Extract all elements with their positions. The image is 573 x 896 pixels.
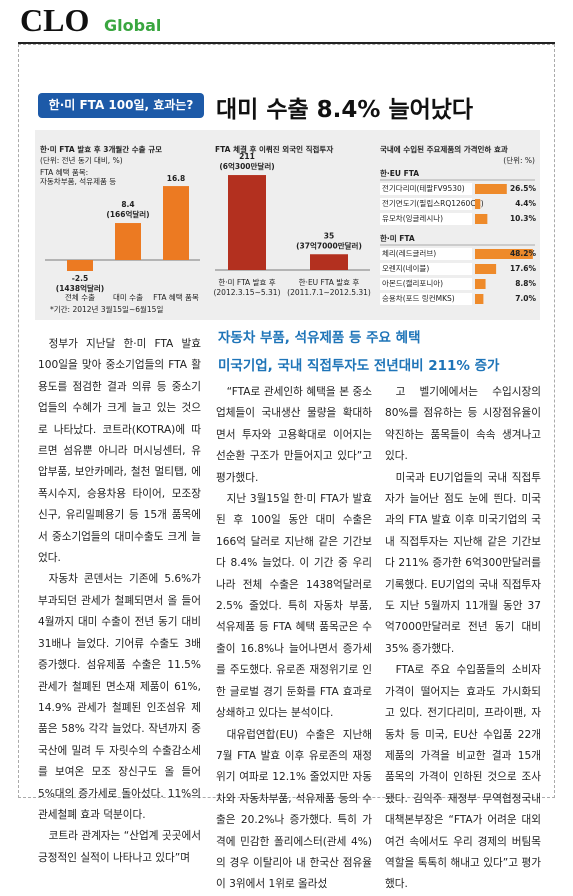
bar — [475, 249, 533, 259]
item-label: 유모차(잉글레시나) — [382, 213, 443, 223]
row-bg — [380, 198, 472, 210]
bar — [475, 294, 484, 304]
value-label: 26.5% — [510, 184, 537, 193]
bar — [228, 175, 266, 270]
item-label: 아몬드(캘리포니아) — [382, 278, 443, 288]
bar — [475, 214, 488, 224]
column: 고 벨기에에서는 수입시장의 80%를 점유하는 등 시장점유율이 약진하는 품… — [385, 382, 541, 896]
period-label: (2011.7.1~2012.5.31) — [287, 288, 371, 297]
chart-title: FTA 체결 후 이뤄진 외국인 직접투자 — [215, 144, 333, 154]
value-label: 16.8 — [167, 174, 186, 183]
group-label: 한·미 FTA — [380, 233, 415, 243]
bar — [475, 184, 507, 194]
tag: 한·미 FTA 100일, 효과는? — [38, 93, 204, 118]
value-label: 8.4 — [121, 200, 134, 209]
item-label: 전기면도기(필립스RQ1260CC) — [382, 198, 484, 208]
paragraph: 정부가 지난달 한·미 FTA 발효 100일을 맞아 중소기업들의 FTA 활… — [38, 338, 201, 565]
category-label: 전체 수출 — [65, 292, 95, 302]
item-label: 오렌지(네이블) — [382, 263, 429, 273]
paragraph: 고 벨기에에서는 수입시장의 80%를 점유하는 등 시장점유율이 약진하는 품… — [385, 386, 541, 463]
value-label: 48.2% — [510, 249, 537, 258]
value-label: 10.3% — [510, 214, 537, 223]
bar — [475, 279, 486, 289]
paragraph: “FTA로 관세인하 혜택을 본 중소업체들이 국내생산 물량을 확대하면서 투… — [216, 386, 372, 484]
value-label: -2.5 — [72, 274, 88, 283]
chart-note: 자동차부품, 석유제품 등 — [40, 176, 116, 186]
item-label: 체리(레드글러브) — [382, 248, 436, 258]
row-bg — [380, 278, 472, 290]
item-label: 승용차(포드 링컨MKS) — [382, 293, 455, 303]
row-bg — [380, 213, 472, 225]
row-bg — [380, 183, 472, 195]
header-rule — [18, 42, 555, 44]
amount-label: (6억300만달러) — [219, 161, 274, 171]
footnote: *기간: 2012년 3월15일~6월15일 — [50, 304, 163, 314]
chart-title: 국내에 수입된 주요제품의 가격인하 효과 — [380, 144, 508, 154]
paragraph: 대유럽연합(EU) 수출은 지난해 7월 FTA 발효 이후 유로존의 재정위기… — [216, 728, 372, 891]
value-label: 17.6% — [510, 264, 537, 273]
category-label: 한·EU FTA 발효 후 — [299, 278, 360, 287]
chart-unit: (단위: %) — [503, 155, 535, 165]
category-label: 대미 수출 — [113, 292, 143, 302]
bar — [310, 254, 348, 270]
amount-label: (1438억달러) — [56, 283, 104, 293]
paragraph: 코트라 관계자는 “산업계 곳곳에서 긍정적인 실적이 나타나고 있다”며 — [38, 830, 201, 864]
group-label: 한·EU FTA — [380, 168, 419, 178]
chart-panel: 한·미 FTA 발효 후 3개월간 수출 규모(단위: 전년 동기 대비, %)… — [35, 130, 540, 320]
value-label: 8.8% — [515, 279, 536, 288]
row-bg — [380, 263, 472, 275]
bar — [115, 223, 141, 260]
row-bg — [380, 248, 472, 260]
column: “FTA로 관세인하 혜택을 본 중소업체들이 국내생산 물량을 확대하면서 투… — [216, 382, 372, 896]
subhead: 자동차 부품, 석유제품 등 주요 혜택 — [218, 330, 421, 346]
bar — [475, 264, 497, 274]
period-label: (2012.3.15~5.31) — [213, 288, 280, 297]
paragraph: 지난 3월15일 한·미 FTA가 발효된 후 100일 동안 대미 수출은 1… — [216, 493, 372, 720]
amount-label: (166억달러) — [106, 209, 149, 219]
frame — [18, 44, 555, 798]
value-label: 7.0% — [515, 294, 536, 303]
bar — [67, 260, 93, 271]
brand: CLO — [20, 2, 90, 38]
value-label: 211 — [239, 152, 255, 161]
amount-label: (37억7000만달러) — [296, 240, 362, 250]
paragraph: FTA로 주요 수입품들의 소비자 가격이 떨어지는 효과도 가시화되고 있다.… — [385, 664, 541, 891]
value-label: 4.4% — [515, 199, 536, 208]
section-name: Global — [104, 16, 162, 35]
chart-title: 한·미 FTA 발효 후 3개월간 수출 규모 — [40, 144, 162, 154]
page: CLO Global 한·미 FTA 100일, 효과는? 대미 수출 8.4%… — [18, 2, 555, 891]
row-bg — [380, 293, 472, 305]
chart-unit: (단위: 전년 동기 대비, %) — [40, 155, 123, 165]
bar — [475, 199, 481, 209]
subhead: 미국기업, 국내 직접투자도 전년대비 211% 증가 — [218, 358, 500, 374]
headline: 대미 수출 8.4% 늘어났다 — [216, 97, 474, 123]
paragraph: 자동차 콘덴서는 기존에 5.6%가 부과되던 관세가 철폐되면서 올 들어 4… — [38, 573, 201, 821]
paragraph: 미국과 EU기업들의 국내 직접투자가 늘어난 점도 눈에 띈다. 미국과의 F… — [385, 471, 541, 655]
chart-note: FTA 혜택 품목: — [40, 167, 88, 177]
value-label: 35 — [324, 231, 334, 240]
column: 정부가 지난달 한·미 FTA 발효 100일을 맞아 중소기업들의 FTA 활… — [38, 334, 201, 869]
category-label: 한·미 FTA 발효 후 — [218, 278, 275, 287]
item-label: 전기다리미(테팔FV9530) — [382, 183, 465, 193]
category-label: FTA 혜택 품목 — [153, 292, 199, 302]
bar — [163, 186, 189, 260]
